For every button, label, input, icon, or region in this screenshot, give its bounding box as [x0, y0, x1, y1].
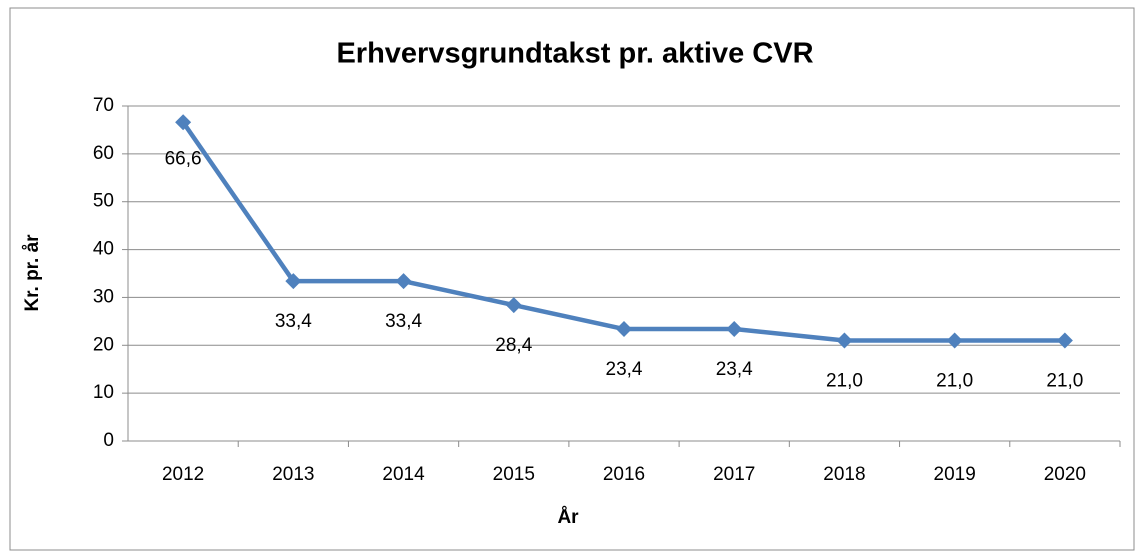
chart-title: Erhvervsgrundtakst pr. aktive CVR	[336, 38, 813, 70]
data-point	[946, 332, 963, 349]
data-label: 23,4	[606, 359, 643, 380]
y-tick-label: 30	[93, 286, 114, 307]
x-tick-label: 2013	[272, 464, 314, 485]
x-tick-label: 2012	[162, 464, 204, 485]
x-tick-label: 2019	[934, 464, 976, 485]
data-point	[836, 332, 853, 349]
y-tick-label: 70	[93, 95, 114, 116]
y-tick-label: 60	[93, 143, 114, 164]
y-tick-label: 0	[103, 430, 114, 451]
data-label: 28,4	[495, 335, 532, 356]
data-label: 66,6	[165, 148, 202, 169]
y-tick-label: 20	[93, 334, 114, 355]
data-point	[726, 321, 743, 338]
data-point	[175, 114, 192, 131]
data-point	[285, 273, 302, 290]
x-tick-label: 2015	[493, 464, 535, 485]
y-tick-label: 50	[93, 191, 114, 212]
y-tick-label: 10	[93, 382, 114, 403]
x-axis-title: År	[557, 507, 579, 528]
data-label: 21,0	[936, 371, 973, 392]
data-label: 21,0	[826, 371, 863, 392]
x-tick-label: 2014	[382, 464, 425, 485]
data-label: 23,4	[716, 359, 753, 380]
x-tick-label: 2016	[603, 464, 645, 485]
data-label: 33,4	[275, 311, 312, 332]
x-tick-label: 2020	[1044, 464, 1086, 485]
data-label: 33,4	[385, 311, 422, 332]
data-point	[1056, 332, 1073, 349]
data-label: 21,0	[1046, 371, 1083, 392]
data-point	[505, 297, 522, 314]
x-tick-label: 2017	[713, 464, 755, 485]
data-point	[395, 273, 412, 290]
y-tick-label: 40	[93, 239, 114, 260]
chart-frame	[9, 7, 1135, 551]
x-tick-label: 2018	[823, 464, 865, 485]
data-point	[616, 321, 632, 338]
y-axis-title: Kr. pr. år	[22, 234, 43, 312]
